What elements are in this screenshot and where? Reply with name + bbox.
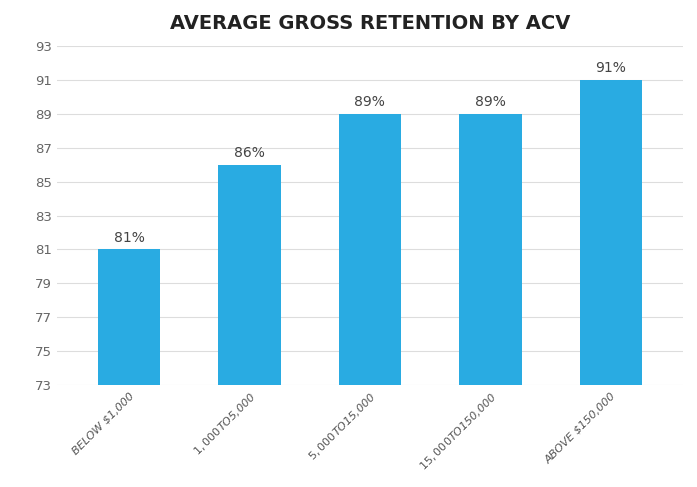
Bar	[339, 113, 401, 385]
Bar	[459, 113, 521, 385]
Title: AVERAGE GROSS RETENTION BY ACV: AVERAGE GROSS RETENTION BY ACV	[169, 14, 570, 33]
Text: 89%: 89%	[355, 95, 385, 109]
Text: 91%: 91%	[595, 61, 627, 75]
Text: 81%: 81%	[114, 231, 144, 245]
Text: 89%: 89%	[475, 95, 506, 109]
Bar	[218, 165, 281, 385]
Text: 86%: 86%	[234, 146, 265, 160]
Bar	[98, 249, 160, 385]
Bar	[579, 79, 642, 385]
